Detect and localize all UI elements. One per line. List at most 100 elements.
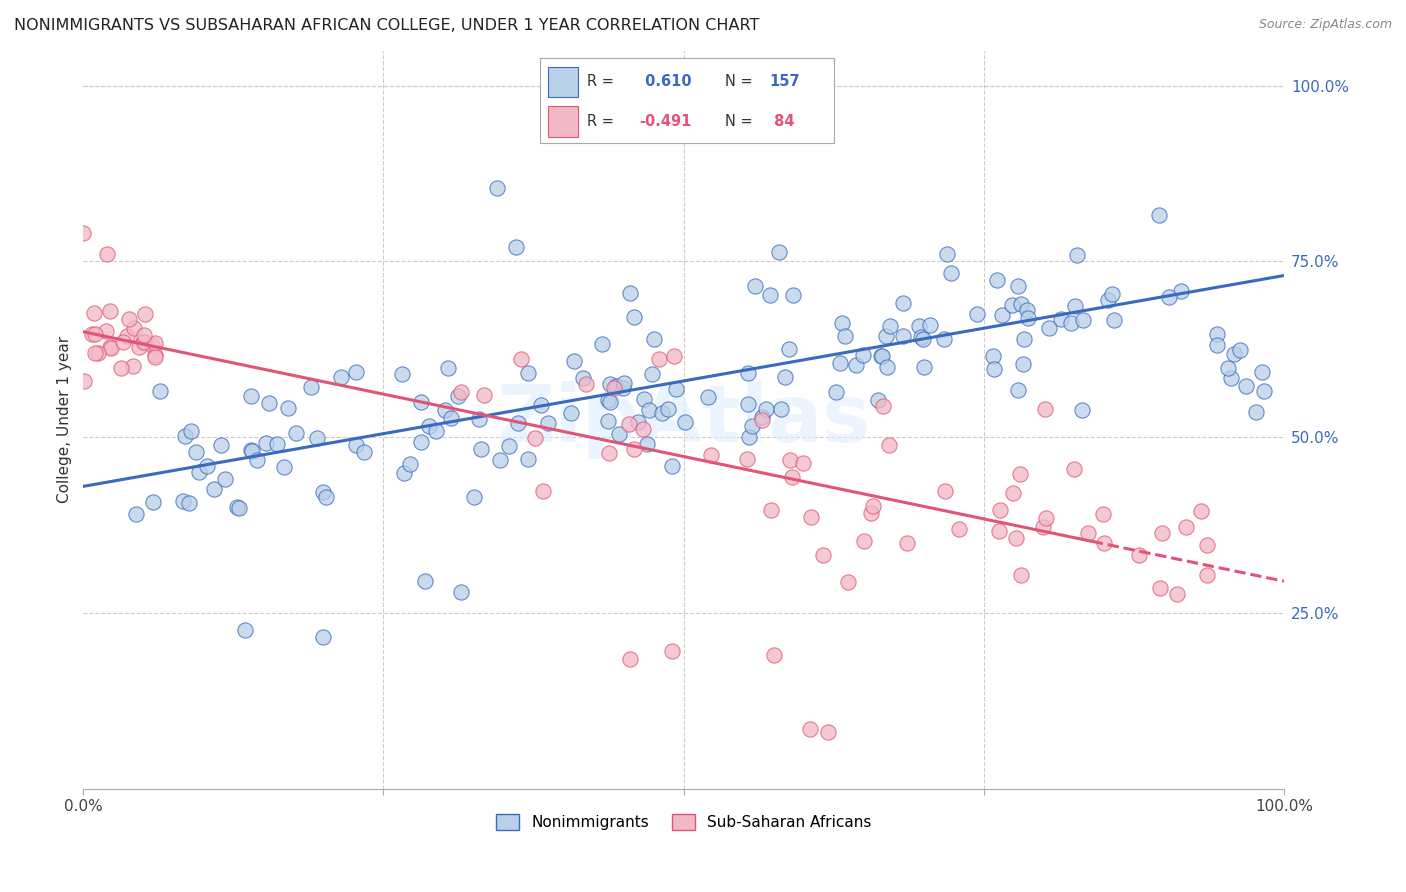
Point [488,453,510,467]
Point [524,431,547,445]
Point [1017,311,1039,326]
Point [1005,531,1028,545]
Point [641,368,664,382]
Point [1170,284,1192,298]
Point [1197,538,1219,552]
Point [450,384,472,399]
Point [918,318,941,333]
Point [891,329,914,343]
Point [598,414,620,428]
Point [277,401,299,415]
Point [837,574,859,589]
Point [128,340,150,354]
Point [773,370,796,384]
Point [780,469,803,483]
Point [447,389,470,403]
Point [1010,568,1032,582]
Point [617,417,640,431]
Point [800,510,823,524]
Point [741,418,763,433]
Point [673,415,696,429]
Text: Source: ZipAtlas.com: Source: ZipAtlas.com [1258,18,1392,31]
Point [142,495,165,509]
Point [866,392,889,407]
Point [758,288,780,302]
Point [94,324,117,338]
Point [811,548,834,562]
Point [1071,403,1094,417]
Point [891,296,914,310]
Point [769,402,792,417]
Point [613,376,636,390]
Point [472,388,495,402]
Point [132,334,155,349]
Point [983,362,1005,376]
Point [188,465,211,479]
Point [875,329,897,343]
Point [1049,311,1071,326]
Point [737,366,759,380]
Point [779,452,801,467]
Point [939,266,962,280]
Point [896,536,918,550]
Point [143,348,166,362]
Point [936,247,959,261]
Point [344,365,367,379]
Point [1174,520,1197,534]
Point [173,429,195,443]
Point [1001,486,1024,500]
Point [392,466,415,480]
Point [149,384,172,398]
Point [1101,287,1123,301]
Point [214,472,236,486]
Point [498,439,520,453]
Point [762,648,785,662]
Point [180,425,202,439]
Point [537,417,560,431]
Point [631,421,654,435]
Point [73,374,96,388]
Point [273,460,295,475]
Point [415,574,437,589]
Point [636,437,658,451]
Point [598,445,620,459]
Point [986,273,1008,287]
Point [344,438,367,452]
Point [571,371,593,385]
Point [852,534,875,549]
Point [315,490,337,504]
Point [517,366,540,380]
Point [450,584,472,599]
Point [1244,405,1267,419]
Point [1102,312,1125,326]
Point [235,624,257,638]
Point [1038,321,1060,335]
Point [517,452,540,467]
Point [910,330,932,344]
Point [122,320,145,334]
Point [240,443,263,458]
Point [782,288,804,302]
Point [509,351,531,366]
Point [118,311,141,326]
Point [651,406,673,420]
Point [948,522,970,536]
Point [596,393,619,408]
Point [468,411,491,425]
Point [1251,365,1274,379]
Point [700,449,723,463]
Point [72,227,94,241]
Point [530,398,553,412]
Point [1149,581,1171,595]
Point [860,506,883,520]
Point [266,437,288,451]
Point [115,329,138,343]
Point [1033,402,1056,417]
Point [84,327,107,342]
Point [312,631,335,645]
Y-axis label: College, Under 1 year: College, Under 1 year [58,336,72,503]
Point [1220,370,1243,384]
Point [607,427,630,442]
Point [1128,549,1150,563]
Point [638,403,661,417]
